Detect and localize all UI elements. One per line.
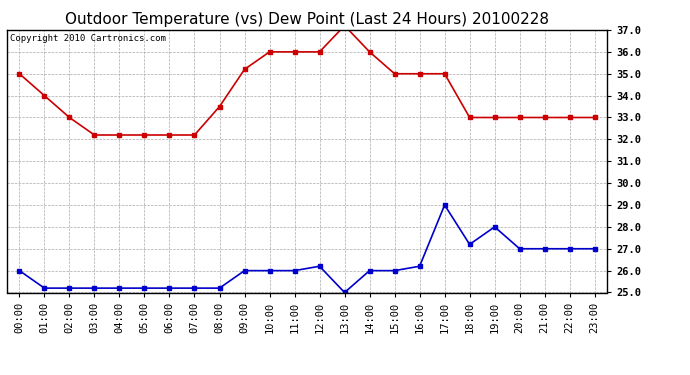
Title: Outdoor Temperature (vs) Dew Point (Last 24 Hours) 20100228: Outdoor Temperature (vs) Dew Point (Last…	[65, 12, 549, 27]
Text: Copyright 2010 Cartronics.com: Copyright 2010 Cartronics.com	[10, 34, 166, 43]
